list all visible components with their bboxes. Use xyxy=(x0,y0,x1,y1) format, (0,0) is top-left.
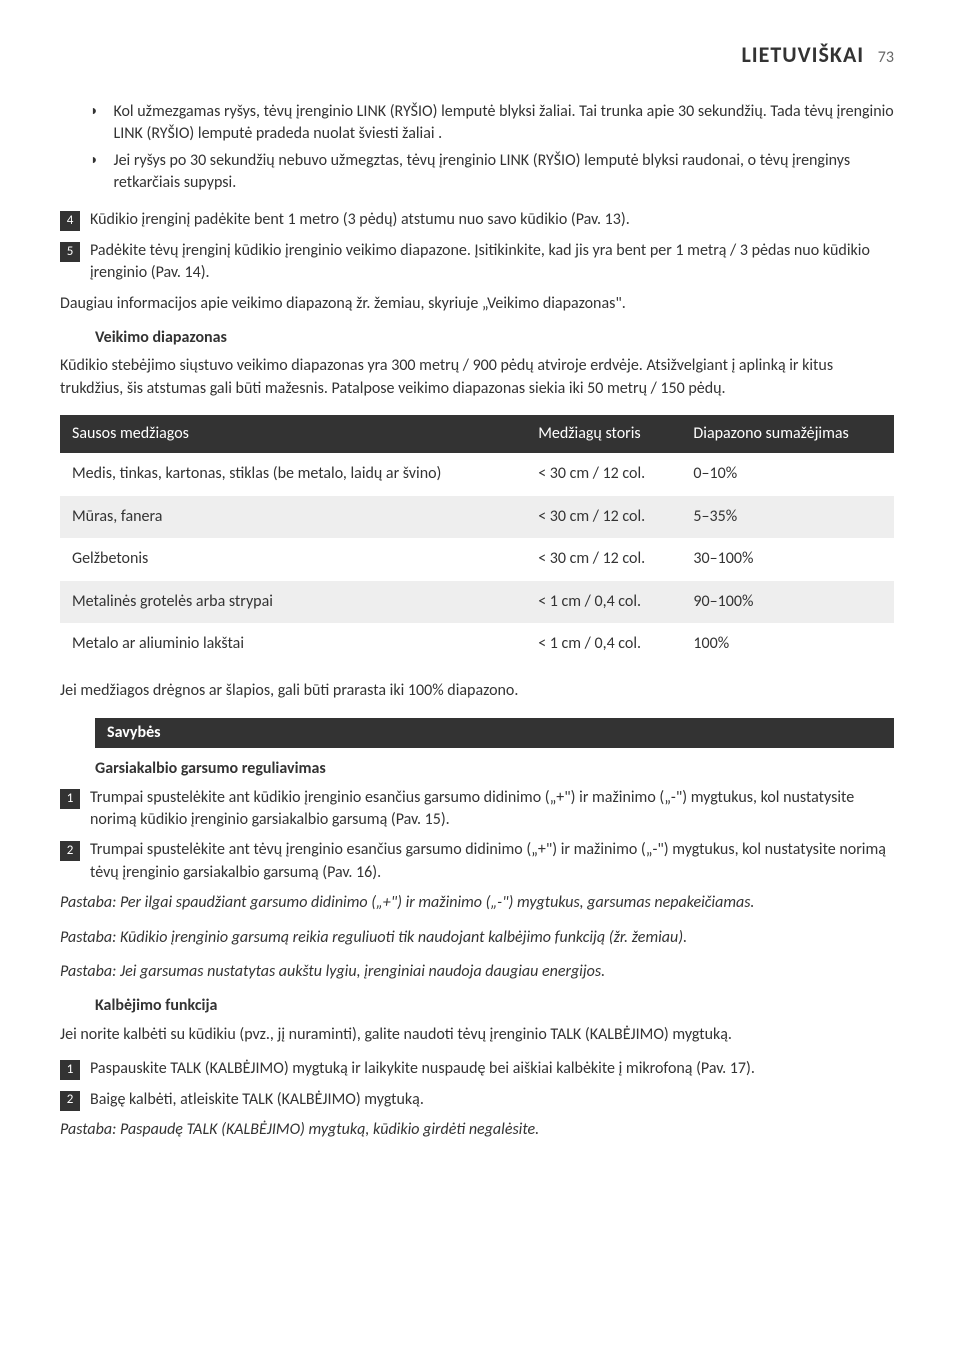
note: Pastaba: Per ilgai spaudžiant garsumo di… xyxy=(60,892,894,914)
bullet-item: ◗ Kol užmezgamas ryšys, tėvų įrenginio L… xyxy=(60,101,894,146)
step-item: 1 Trumpai spustelėkite ant kūdikio įreng… xyxy=(60,787,894,832)
table-cell: 30–100% xyxy=(681,538,894,580)
page-number: 73 xyxy=(878,48,894,67)
table-cell: Mūras, fanera xyxy=(60,496,526,538)
table-cell: 5–35% xyxy=(681,496,894,538)
page-header: LIETUVIŠKAI 73 xyxy=(60,40,894,71)
table-cell: Metalo ar aliuminio lakštai xyxy=(60,623,526,665)
table-cell: < 30 cm / 12 col. xyxy=(526,538,681,580)
table-cell: < 1 cm / 0,4 col. xyxy=(526,581,681,623)
note: Pastaba: Kūdikio įrenginio garsumą reiki… xyxy=(60,927,894,949)
bullet-icon: ◗ xyxy=(90,101,98,146)
note: Pastaba: Jei garsumas nustatytas aukštu … xyxy=(60,961,894,983)
step-text: Paspauskite TALK (KALBĖJIMO) mygtuką ir … xyxy=(90,1058,894,1080)
table-cell: < 30 cm / 12 col. xyxy=(526,496,681,538)
bullet-list: ◗ Kol užmezgamas ryšys, tėvų įrenginio L… xyxy=(60,101,894,195)
step-item: 4 Kūdikio įrenginį padėkite bent 1 metro… xyxy=(60,209,894,231)
step-number: 2 xyxy=(60,1091,80,1111)
step-text: Trumpai spustelėkite ant kūdikio įrengin… xyxy=(90,787,894,832)
table-header: Diapazono sumažėjimas xyxy=(681,415,894,453)
table-row: Mūras, fanera < 30 cm / 12 col. 5–35% xyxy=(60,496,894,538)
step-number: 4 xyxy=(60,211,80,231)
table-cell: 0–10% xyxy=(681,453,894,495)
bullet-text: Jei ryšys po 30 sekundžių nebuvo užmegzt… xyxy=(113,150,894,195)
bullet-text: Kol užmezgamas ryšys, tėvų įrenginio LIN… xyxy=(113,101,894,146)
table-cell: Medis, tinkas, kartonas, stiklas (be met… xyxy=(60,453,526,495)
sub-heading: Garsiakalbio garsumo reguliavimas xyxy=(95,758,894,780)
table-row: Metalinės grotelės arba strypai < 1 cm /… xyxy=(60,581,894,623)
table-cell: Metalinės grotelės arba strypai xyxy=(60,581,526,623)
table-row: Metalo ar aliuminio lakštai < 1 cm / 0,4… xyxy=(60,623,894,665)
table-cell: < 30 cm / 12 col. xyxy=(526,453,681,495)
table-cell: 90–100% xyxy=(681,581,894,623)
step-number: 5 xyxy=(60,242,80,262)
paragraph: Daugiau informacijos apie veikimo diapaz… xyxy=(60,293,894,315)
step-number: 1 xyxy=(60,1060,80,1080)
step-text: Padėkite tėvų įrenginį kūdikio įrenginio… xyxy=(90,240,894,285)
step-item: 1 Paspauskite TALK (KALBĖJIMO) mygtuką i… xyxy=(60,1058,894,1080)
table-cell: 100% xyxy=(681,623,894,665)
step-item: 2 Trumpai spustelėkite ant tėvų įrengini… xyxy=(60,839,894,884)
step-text: Trumpai spustelėkite ant tėvų įrenginio … xyxy=(90,839,894,884)
sub-heading: Kalbėjimo funkcija xyxy=(95,995,894,1017)
table-header: Sausos medžiagos xyxy=(60,415,526,453)
materials-table: Sausos medžiagos Medžiagų storis Diapazo… xyxy=(60,415,894,665)
step-item: 5 Padėkite tėvų įrenginį kūdikio įrengin… xyxy=(60,240,894,285)
paragraph: Kūdikio stebėjimo siųstuvo veikimo diapa… xyxy=(60,355,894,400)
table-header: Medžiagų storis xyxy=(526,415,681,453)
table-row: Gelžbetonis < 30 cm / 12 col. 30–100% xyxy=(60,538,894,580)
step-text: Baigę kalbėti, atleiskite TALK (KALBĖJIM… xyxy=(90,1089,894,1111)
header-title: LIETUVIŠKAI xyxy=(742,41,865,68)
paragraph: Jei norite kalbėti su kūdikiu (pvz., jį … xyxy=(60,1024,894,1046)
bullet-item: ◗ Jei ryšys po 30 sekundžių nebuvo užmeg… xyxy=(60,150,894,195)
table-cell: Gelžbetonis xyxy=(60,538,526,580)
step-text: Kūdikio įrenginį padėkite bent 1 metro (… xyxy=(90,209,894,231)
step-item: 2 Baigę kalbėti, atleiskite TALK (KALBĖJ… xyxy=(60,1089,894,1111)
section-heading: Savybės xyxy=(95,718,894,748)
table-cell: < 1 cm / 0,4 col. xyxy=(526,623,681,665)
table-row: Medis, tinkas, kartonas, stiklas (be met… xyxy=(60,453,894,495)
paragraph: Jei medžiagos drėgnos ar šlapios, gali b… xyxy=(60,680,894,702)
step-number: 1 xyxy=(60,789,80,809)
bullet-icon: ◗ xyxy=(90,150,98,195)
sub-heading: Veikimo diapazonas xyxy=(95,327,894,349)
note: Pastaba: Paspaudę TALK (KALBĖJIMO) mygtu… xyxy=(60,1119,894,1141)
step-number: 2 xyxy=(60,841,80,861)
